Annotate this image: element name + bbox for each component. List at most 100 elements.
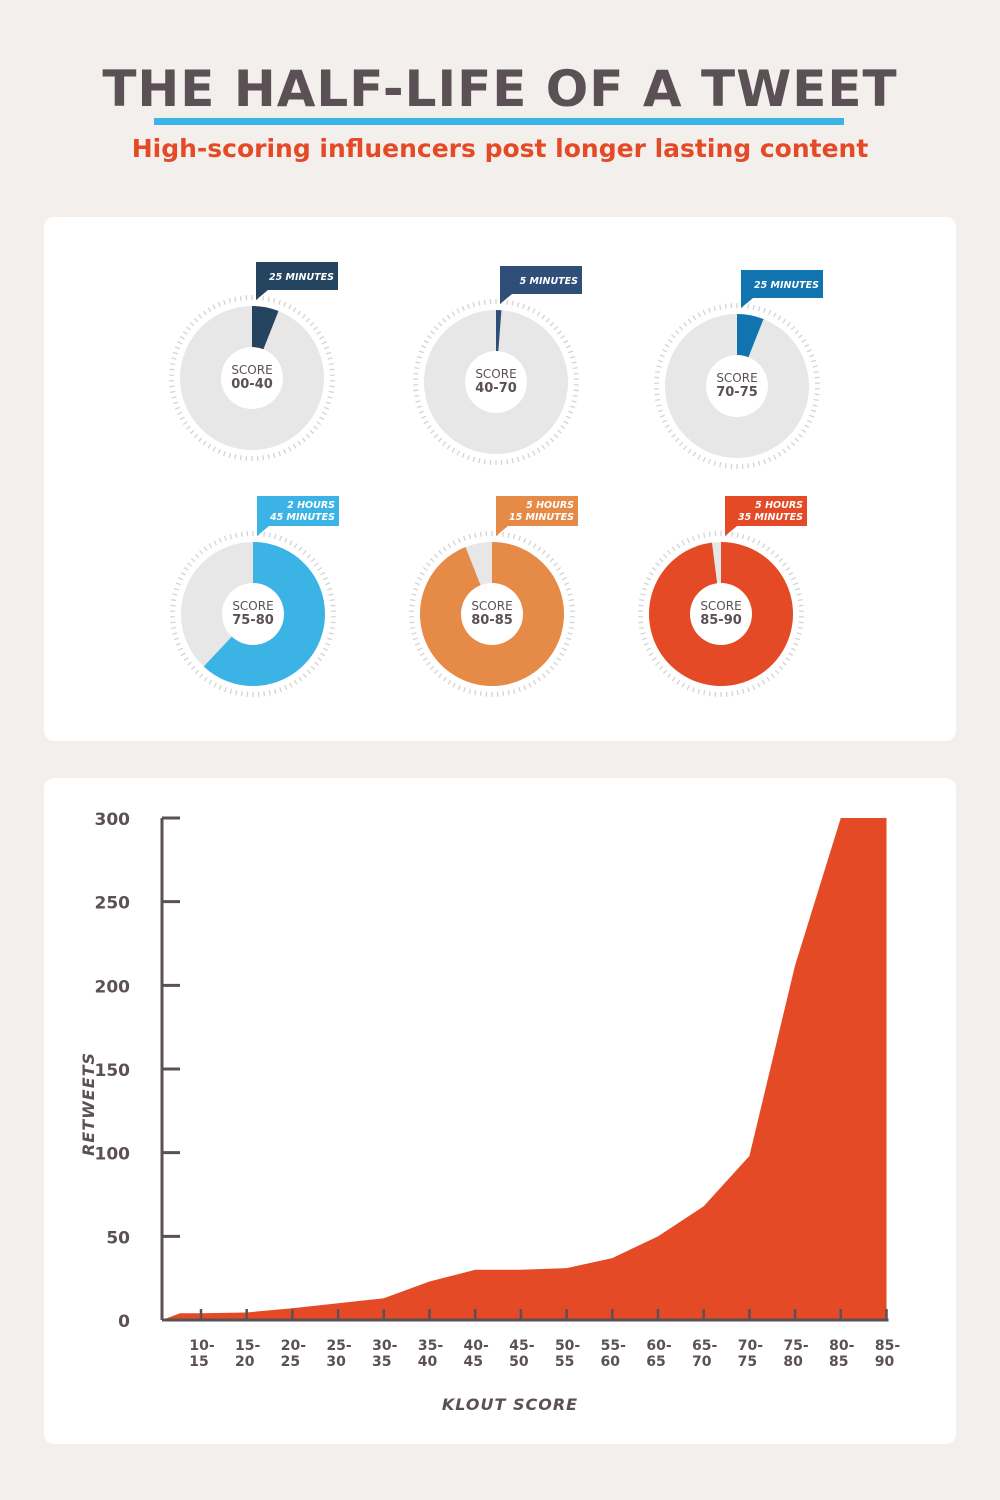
tick-mark — [512, 534, 516, 540]
tick-mark — [664, 424, 670, 429]
tick-mark — [511, 458, 514, 464]
tick-mark — [676, 679, 681, 685]
tick-mark — [766, 676, 771, 682]
tick-mark — [564, 582, 570, 586]
tick-mark — [571, 400, 577, 403]
duration-flag — [496, 496, 578, 536]
tick-mark — [573, 372, 579, 375]
tick-mark — [702, 456, 706, 463]
tick-mark — [169, 368, 175, 371]
tick-mark — [674, 329, 680, 335]
tick-mark — [198, 314, 203, 319]
tick-mark — [314, 562, 319, 567]
tick-mark — [541, 673, 546, 678]
tick-mark — [320, 571, 326, 576]
tick-mark — [183, 657, 189, 661]
tick-mark — [330, 604, 336, 607]
tick-mark — [757, 682, 761, 688]
tick-mark — [532, 543, 537, 549]
tick-mark — [272, 298, 276, 304]
tick-mark — [549, 321, 555, 327]
tick-mark — [329, 598, 335, 602]
tick-mark — [528, 682, 532, 688]
tick-mark — [567, 632, 573, 635]
tick-mark — [785, 567, 791, 571]
duration-label: 5 MINUTES — [520, 276, 579, 287]
tick-mark — [687, 448, 692, 454]
tick-mark — [283, 301, 287, 308]
tick-mark — [757, 306, 761, 312]
tick-mark — [638, 621, 644, 624]
tick-mark — [643, 582, 649, 586]
tick-mark — [229, 688, 233, 694]
tick-mark — [224, 535, 227, 541]
tick-mark — [413, 372, 419, 375]
tick-mark — [785, 657, 791, 661]
tick-mark — [565, 587, 572, 591]
tick-mark — [812, 404, 818, 407]
area-chart-panel: 0 50 100 150 200 250 300 10-15 15-20 20-25 25-30 30… — [44, 778, 956, 1444]
tick-mark — [536, 447, 541, 453]
tick-mark — [794, 587, 801, 591]
x-tick-label: 70-75 — [738, 1338, 764, 1370]
tick-mark — [683, 322, 688, 327]
tick-mark — [279, 535, 282, 541]
tick-mark — [736, 690, 739, 696]
tick-mark — [683, 445, 688, 450]
tick-mark — [708, 307, 711, 313]
tick-mark — [325, 642, 331, 646]
x-tick-label: 10-15 — [189, 1338, 215, 1370]
tick-mark — [790, 441, 796, 447]
tick-mark — [736, 532, 739, 538]
score-range: 85-90 — [700, 613, 742, 628]
tick-mark — [664, 343, 670, 348]
tick-mark — [305, 433, 311, 439]
tick-mark — [741, 688, 745, 694]
tick-mark — [329, 385, 335, 388]
tick-mark — [522, 455, 525, 461]
tick-mark — [658, 665, 664, 671]
tick-mark — [766, 546, 771, 552]
tick-mark — [317, 567, 323, 571]
tick-mark — [806, 419, 812, 423]
tick-mark — [667, 429, 673, 433]
tick-mark — [752, 537, 756, 544]
tick-mark — [298, 546, 303, 552]
tick-mark — [569, 355, 576, 359]
tick-mark — [416, 355, 423, 359]
tick-mark — [518, 687, 521, 693]
tick-mark — [310, 557, 316, 563]
tick-mark — [297, 310, 302, 316]
tick-mark — [194, 553, 200, 559]
tick-mark — [516, 456, 520, 462]
tick-mark — [567, 593, 573, 596]
tick-mark — [708, 691, 711, 697]
tick-mark — [273, 688, 277, 694]
tick-mark — [676, 543, 681, 549]
tick-mark — [790, 647, 796, 651]
tick-mark — [667, 339, 673, 343]
tick-mark — [325, 351, 332, 355]
tick-mark — [793, 582, 799, 586]
tick-mark — [752, 462, 755, 468]
tick-mark — [545, 441, 550, 446]
tick-mark — [479, 531, 482, 537]
tick-mark — [267, 454, 270, 460]
tick-mark — [724, 303, 727, 309]
tick-mark — [523, 537, 527, 544]
tick-mark — [189, 429, 195, 435]
tick-mark — [474, 532, 477, 538]
tick-mark — [560, 425, 566, 429]
tick-mark — [796, 632, 802, 635]
tick-mark — [812, 365, 818, 368]
tick-mark — [457, 537, 461, 544]
tick-mark — [563, 339, 569, 344]
tick-mark — [239, 295, 242, 301]
tick-mark — [804, 343, 810, 348]
tick-mark — [409, 621, 415, 624]
tick-mark — [262, 295, 265, 301]
tick-mark — [456, 308, 460, 314]
tick-mark — [297, 440, 302, 446]
tick-mark — [763, 307, 766, 313]
tick-mark — [199, 550, 204, 555]
